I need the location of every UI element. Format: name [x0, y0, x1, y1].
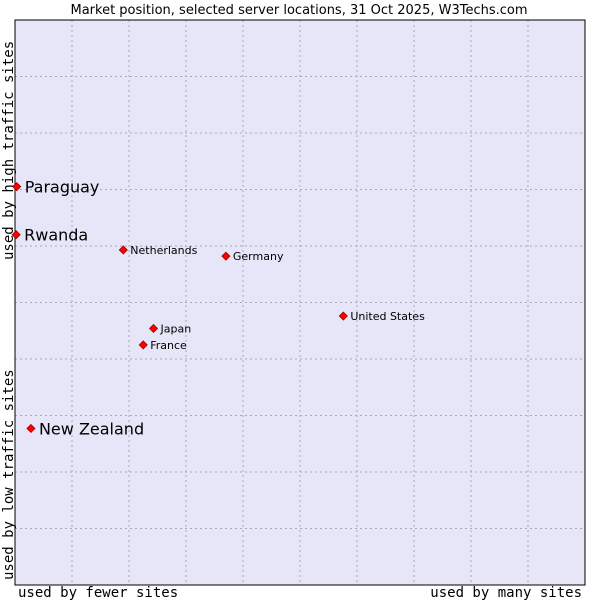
points-layer: Paraguay Rwanda Netherlands Germany United S…	[11, 178, 425, 438]
point-marker-japan	[148, 323, 159, 334]
y-axis-label-bottom: used by low traffic sites	[1, 369, 17, 580]
chart-title: Market position, selected server locatio…	[70, 3, 527, 18]
point-label-france: France	[150, 339, 187, 352]
data-point-united-states: United States	[338, 310, 425, 323]
y-axis-label-top: used by high traffic sites	[1, 41, 17, 260]
point-marker-france	[138, 340, 148, 350]
point-marker-germany	[221, 251, 231, 261]
data-point-japan: Japan	[148, 322, 192, 335]
data-point-germany: Germany	[221, 250, 284, 263]
data-point-new-zealand: New Zealand	[26, 419, 144, 438]
point-label-paraguay: Paraguay	[25, 178, 100, 197]
point-marker-rwanda	[11, 230, 21, 240]
point-marker-new-zealand	[26, 423, 36, 434]
x-axis-label-left: used by fewer sites	[18, 585, 178, 600]
data-point-paraguay: Paraguay	[12, 178, 100, 197]
data-point-france: France	[138, 339, 187, 352]
plot-border	[14, 19, 586, 586]
x-axis-label-right: used by many sites	[430, 585, 582, 600]
point-label-germany: Germany	[233, 250, 284, 263]
data-point-netherlands: Netherlands	[118, 244, 198, 257]
point-label-new-zealand: New Zealand	[39, 419, 144, 438]
point-label-united-states: United States	[350, 310, 425, 323]
point-marker-united-states	[338, 311, 348, 321]
point-label-rwanda: Rwanda	[24, 226, 88, 245]
point-label-japan: Japan	[160, 322, 192, 335]
point-marker-paraguay	[12, 182, 22, 192]
point-label-netherlands: Netherlands	[130, 244, 197, 257]
data-point-rwanda: Rwanda	[11, 226, 88, 245]
grid-lines	[15, 20, 585, 585]
point-marker-netherlands	[118, 245, 128, 255]
